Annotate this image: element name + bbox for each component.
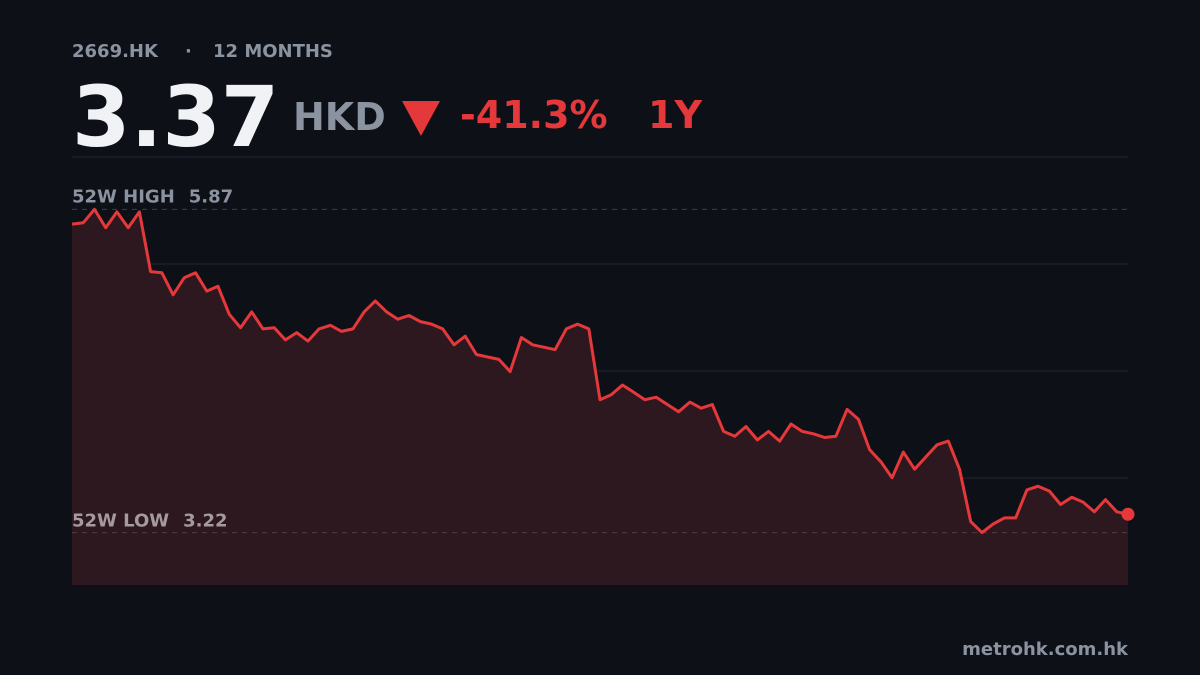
high-text: 52W HIGH	[72, 186, 175, 207]
last-point	[1121, 507, 1135, 521]
price-line	[71, 207, 1129, 535]
source: metrohk.com.hk	[962, 639, 1129, 660]
plot	[71, 207, 1135, 585]
period: 12 MONTHS	[213, 41, 333, 62]
separator-dot: ·	[185, 41, 192, 62]
area	[72, 209, 1128, 585]
ticker: 2669.HK	[72, 41, 159, 62]
low-label: 52W LOW 3.22	[72, 511, 228, 532]
price: 3.37	[72, 68, 279, 166]
range: 1Y	[648, 93, 702, 137]
high-label: 52W HIGH 5.87	[72, 186, 233, 207]
change: -41.3%	[460, 93, 608, 137]
down-arrow	[402, 101, 440, 136]
currency: HKD	[293, 95, 386, 139]
low-value: 3.22	[183, 511, 227, 532]
low-text: 52W LOW	[72, 511, 169, 532]
high-value: 5.87	[189, 186, 233, 207]
